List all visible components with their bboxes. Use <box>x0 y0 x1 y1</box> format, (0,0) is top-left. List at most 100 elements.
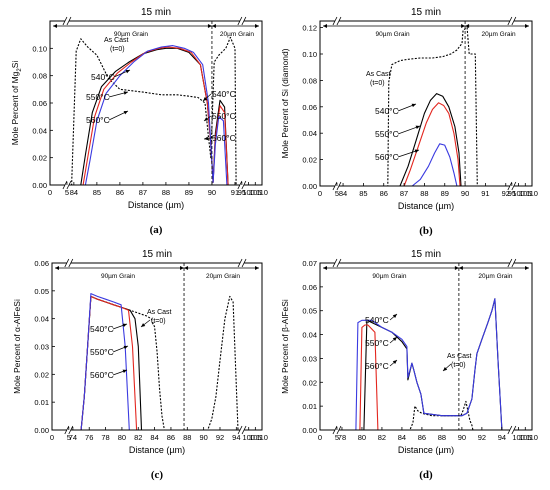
x-tick-label: 82 <box>378 433 386 442</box>
x-tick-label: 92 <box>216 433 224 442</box>
annotation-label: 560°C <box>90 370 114 380</box>
y-tick-label: 0.00 <box>32 181 47 190</box>
y-tick-label: 0.00 <box>34 426 49 435</box>
arrowhead-icon <box>203 97 208 101</box>
y-tick-label: 0.03 <box>302 354 317 363</box>
x-tick-label: 5 <box>65 188 69 197</box>
annotation-label: (t=0) <box>110 46 125 53</box>
x-tick-label: 110 <box>256 433 268 442</box>
annotation-label: 540°C <box>375 106 399 116</box>
chart-panel-d: 15 min 90µm Grain 20µm Grain 0 578 80 82 84 86 88… <box>280 249 538 481</box>
x-tick-label: 87 <box>400 189 408 198</box>
axis-break-mark <box>66 180 72 190</box>
x-tick-label: 78 <box>101 433 109 442</box>
annotation-label: 550°C <box>375 129 399 139</box>
y-tick-label: 0.08 <box>302 76 317 85</box>
arrowhead-icon <box>465 24 470 28</box>
plot-frame <box>319 20 533 187</box>
axis-break-mark <box>511 425 517 435</box>
x-axis-label: Distance (µm) <box>398 445 454 455</box>
arrowhead-icon <box>123 345 128 350</box>
arrowhead-icon <box>53 24 57 28</box>
y-tick-label: 0.10 <box>32 44 47 53</box>
x-tick-label: 110 <box>526 189 538 198</box>
axis-break-mark <box>68 425 74 435</box>
arrowhead-icon <box>255 24 259 28</box>
axis-break-mark <box>507 16 513 26</box>
axis-break-mark <box>62 16 68 26</box>
x-tick-label: 86 <box>418 433 426 442</box>
axis-break-mark <box>336 16 342 26</box>
series-line <box>52 295 262 431</box>
series-line <box>320 298 532 431</box>
y-tick-label: 0.00 <box>302 182 317 191</box>
y-tick-label: 0.00 <box>302 426 317 435</box>
annotation-label: As Cast <box>366 71 391 78</box>
y-tick-label: 0.06 <box>32 99 47 108</box>
axis-break-mark <box>332 16 338 26</box>
arrowhead-icon <box>204 136 209 141</box>
x-tick-label: 5 <box>335 189 339 198</box>
annotation-label: 560°C <box>365 361 389 371</box>
arrowhead-icon <box>207 24 212 28</box>
axis-break-mark <box>241 180 247 190</box>
y-tick-label: 0.04 <box>32 126 47 135</box>
x-tick-label: 5 <box>335 433 339 442</box>
x-tick-label: 94 <box>232 433 240 442</box>
x-tick-label: 0 <box>50 433 54 442</box>
x-tick-label: 90 <box>458 433 466 442</box>
y-tick-label: 0.06 <box>302 283 317 292</box>
y-tick-label: 0.06 <box>34 259 49 268</box>
arrowhead-icon <box>392 337 397 341</box>
arrowhead-icon <box>414 149 419 153</box>
arrowhead-icon <box>204 117 209 121</box>
arrowhead-icon <box>392 314 397 318</box>
axis-break-mark <box>511 16 517 26</box>
series-line <box>320 102 532 187</box>
axis-break-gap <box>509 17 514 25</box>
arrowhead-icon <box>392 360 397 364</box>
series-line <box>320 93 532 187</box>
x-tick-label: 100 <box>242 188 255 197</box>
arrowhead-icon <box>458 266 463 270</box>
x-tick-label: 92 <box>502 189 510 198</box>
x-tick-label: 100 <box>512 189 525 198</box>
x-tick-label: 78 <box>338 433 346 442</box>
y-axis-label: Mole Percent of β-AlFeSi <box>280 299 290 394</box>
series-line <box>320 143 532 187</box>
chart-title: 15 min <box>411 249 441 260</box>
series-line <box>320 27 532 187</box>
x-tick-label: 76 <box>85 433 93 442</box>
axis-break-mark <box>336 258 342 268</box>
arrowhead-icon <box>123 91 128 95</box>
axis-break-mark <box>336 181 342 191</box>
x-tick-label: 84 <box>70 188 78 197</box>
y-axis-label: Mole Percent of Si (diamond) <box>280 48 290 158</box>
y-tick-label: 0.05 <box>34 287 49 296</box>
axis-break-mark <box>507 181 513 191</box>
axis-break-mark <box>332 425 338 435</box>
x-tick-label: 110 <box>526 433 538 442</box>
y-tick-label: 0.04 <box>302 331 317 340</box>
x-tick-label: 89 <box>441 189 449 198</box>
axis-break-mark <box>332 258 338 268</box>
axis-break-mark <box>68 258 74 268</box>
chart-panel-a: 15 min 90µm Grain 20µm Grain 0 5 84 85 86 87 88 89… <box>10 7 268 236</box>
x-tick-label: 0 <box>318 189 322 198</box>
x-tick-label: 90 <box>461 189 469 198</box>
annotation-label: As Cast <box>147 309 172 316</box>
annotation-label: 540°C <box>90 324 114 334</box>
x-tick-label: 105 <box>249 188 262 197</box>
axis-break-gap <box>239 17 244 25</box>
x-tick-label: 80 <box>358 433 366 442</box>
x-tick-label: 84 <box>398 433 406 442</box>
annotation-label: (t=0) <box>370 80 385 87</box>
axis-break-mark <box>336 425 342 435</box>
arrowhead-icon <box>415 125 420 130</box>
axis-break-mark <box>237 258 243 268</box>
x-tick-label: 84 <box>339 189 347 198</box>
x-tick-label: 85 <box>93 188 101 197</box>
arrowhead-icon <box>123 111 128 115</box>
x-tick-label: 86 <box>167 433 175 442</box>
grain-label-right: 20µm Grain <box>220 31 254 38</box>
